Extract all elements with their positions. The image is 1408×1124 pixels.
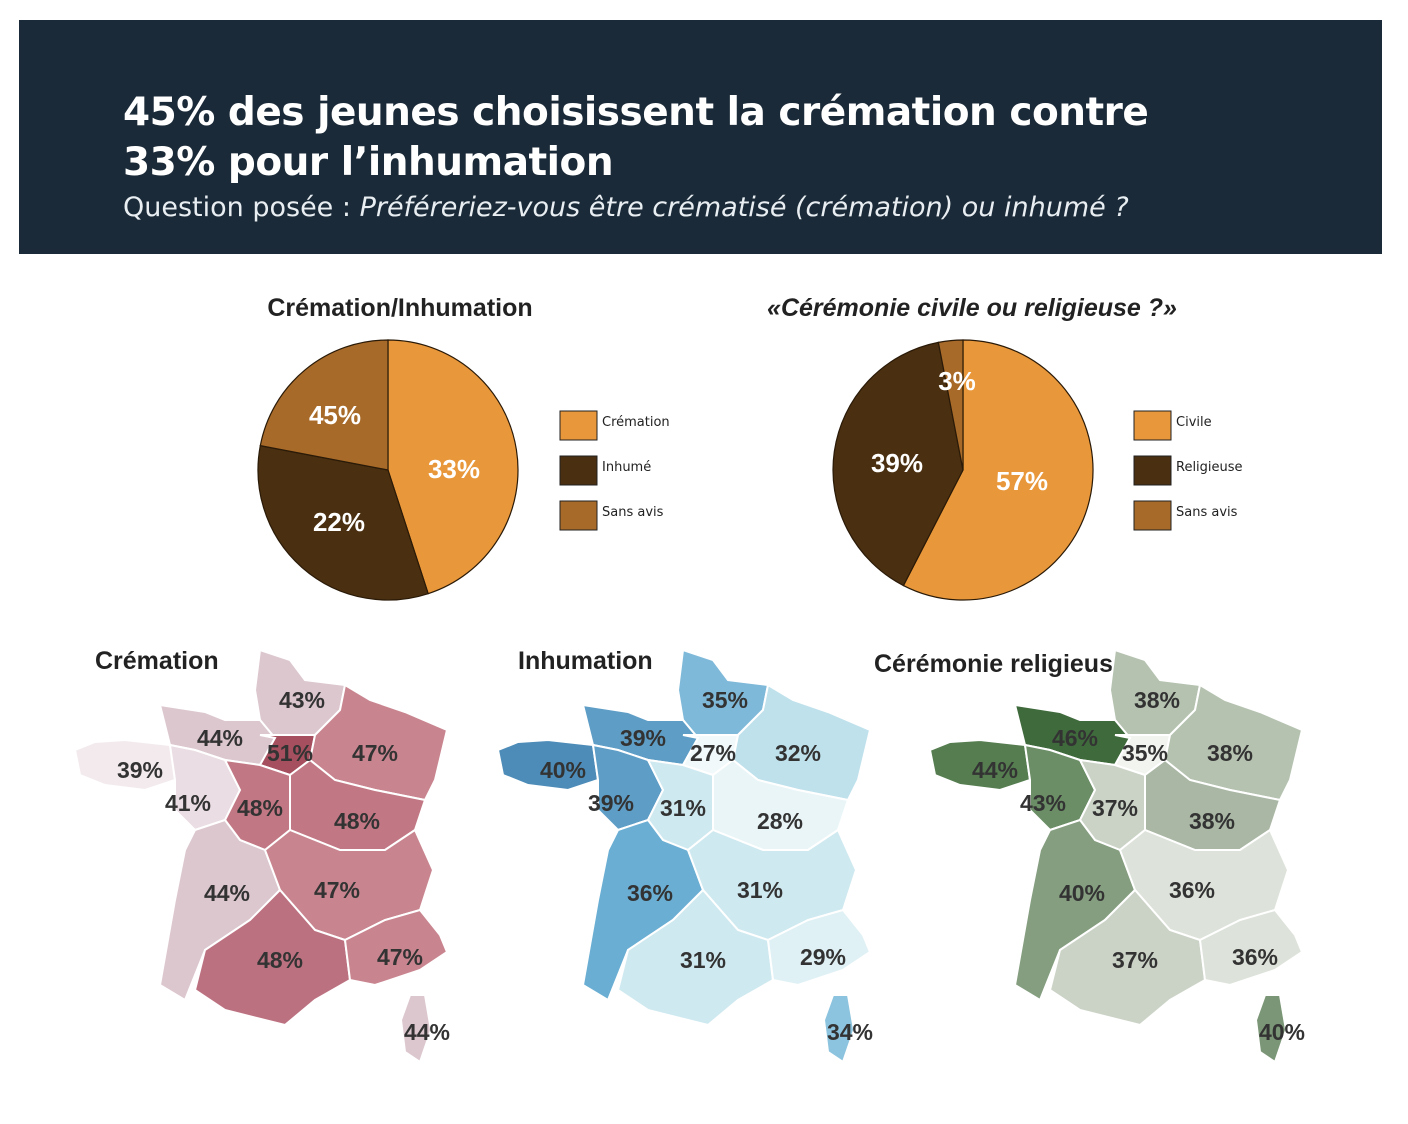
pie-data-label: 45%	[309, 400, 361, 430]
region-label-bretagne: 44%	[972, 757, 1018, 783]
pie-slice-civile	[902, 339, 1094, 601]
region-label-pdl: 39%	[588, 790, 634, 816]
region-label-corse: 40%	[1259, 1019, 1305, 1045]
pie-slice-inhumé	[257, 444, 429, 601]
region-label-normandie: 44%	[197, 725, 243, 751]
map-title: Crémation	[95, 647, 219, 675]
region-label-est: 38%	[1207, 740, 1253, 766]
question-label: Question posée :	[123, 192, 360, 223]
region-map-1: Crémation 43% 44% 51% 47% 39%41% 48% 48% 44% 47% 4…	[73, 647, 450, 1064]
region-label-paca: 29%	[800, 944, 846, 970]
region-label-pdl: 41%	[165, 790, 211, 816]
legend-swatch	[1133, 500, 1172, 531]
region-label-ra: 36%	[1169, 877, 1215, 903]
region-label-midi: 31%	[680, 947, 726, 973]
header-banner: 45% des jeunes choisissent la crémation …	[19, 20, 1382, 254]
legend-swatch	[559, 455, 598, 486]
region-label-bourgogne: 38%	[1189, 808, 1235, 834]
legend-swatch	[1133, 455, 1172, 486]
region-label-centre: 48%	[237, 795, 283, 821]
pie-title: Crémation/Inhumation	[267, 294, 532, 322]
pie-title: «Cérémonie civile ou religieuse ?»	[767, 294, 1177, 322]
region-label-est: 47%	[352, 740, 398, 766]
pie-chart-2: «Cérémonie civile ou religieuse ?» 57% Civ…	[767, 294, 1243, 601]
region-label-nord: 43%	[279, 687, 325, 713]
map-title: Cérémonie religieuse	[874, 650, 1127, 678]
legend-label: Sans avis	[1176, 505, 1238, 520]
region-paca	[766, 908, 872, 987]
region-label-nord: 38%	[1134, 687, 1180, 713]
region-label-idf: 27%	[690, 740, 736, 766]
region-label-bretagne: 40%	[540, 757, 586, 783]
pie-data-label: 33%	[428, 454, 480, 484]
legend-label: Inhumé	[602, 460, 651, 475]
pie-slice-crémation	[387, 339, 519, 595]
region-label-ra: 31%	[737, 877, 783, 903]
region-label-paca: 47%	[377, 944, 423, 970]
legend-swatch	[1133, 410, 1172, 441]
pie-chart-1: Crémation/Inhumation 45% Crémation 33% Inhum…	[257, 294, 670, 601]
region-label-midi: 48%	[257, 947, 303, 973]
region-label-centre: 37%	[1092, 795, 1138, 821]
region-label-idf: 35%	[1122, 740, 1168, 766]
legend-swatch	[559, 500, 598, 531]
region-label-paca: 36%	[1232, 944, 1278, 970]
region-label-so: 36%	[627, 880, 673, 906]
region-label-bourgogne: 48%	[334, 808, 380, 834]
question-text: Préféreriez-vous être crématisé (crémati…	[359, 192, 1129, 223]
region-corse	[399, 994, 433, 1064]
headline-line-2: 33% pour l’inhumation	[123, 140, 614, 185]
region-label-so: 44%	[204, 880, 250, 906]
region-label-normandie: 39%	[620, 725, 666, 751]
region-label-corse: 34%	[827, 1019, 873, 1045]
legend-label: Religieuse	[1176, 460, 1243, 475]
pie-slice-sans-avis	[937, 339, 964, 471]
region-paca	[343, 908, 449, 987]
question: Question posée : Préféreriez-vous être c…	[123, 192, 1129, 223]
pie-data-label: 39%	[871, 448, 923, 478]
map-title: Inhumation	[518, 647, 653, 675]
region-corse	[1254, 994, 1288, 1064]
headline: 45% des jeunes choisissent la crémation …	[123, 88, 1149, 188]
pie-data-label: 22%	[313, 507, 365, 537]
region-label-bourgogne: 28%	[757, 808, 803, 834]
region-label-centre: 31%	[660, 795, 706, 821]
region-map-3: Cérémonie religieuse 38% 46% 35% 38% 44%43% 37…	[874, 648, 1305, 1064]
region-paca	[1198, 908, 1304, 987]
legend-label: Civile	[1176, 415, 1212, 430]
pie-slice-religieuse	[832, 341, 964, 587]
pie-data-label: 3%	[938, 366, 976, 396]
legend-label: Crémation	[602, 415, 670, 430]
headline-line-1: 45% des jeunes choisissent la crémation …	[123, 90, 1149, 135]
region-label-est: 32%	[775, 740, 821, 766]
region-label-so: 40%	[1059, 880, 1105, 906]
region-label-normandie: 46%	[1052, 725, 1098, 751]
legend-label: Sans avis	[602, 505, 664, 520]
pie-data-label: 57%	[996, 466, 1048, 496]
region-label-bretagne: 39%	[117, 757, 163, 783]
region-label-nord: 35%	[702, 687, 748, 713]
region-label-corse: 44%	[404, 1019, 450, 1045]
pie-slice-sans-avis	[259, 339, 389, 471]
region-label-midi: 37%	[1112, 947, 1158, 973]
region-label-ra: 47%	[314, 877, 360, 903]
region-label-idf: 51%	[267, 740, 313, 766]
legend-swatch	[559, 410, 598, 441]
region-corse	[822, 994, 856, 1064]
region-label-pdl: 43%	[1020, 790, 1066, 816]
